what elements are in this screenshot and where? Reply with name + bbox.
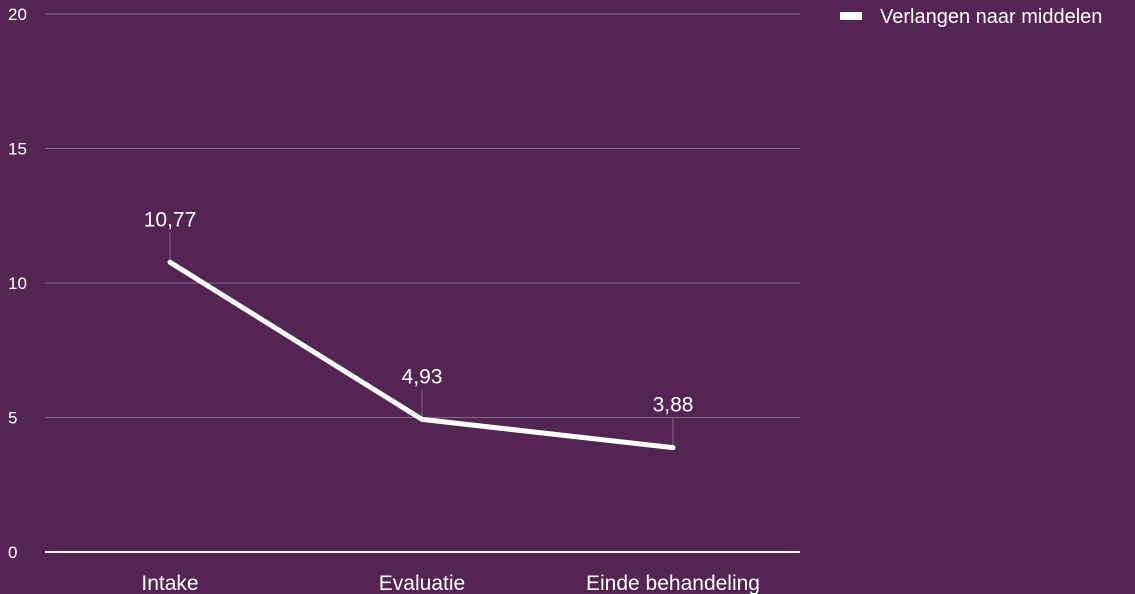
- y-tick-label: 0: [8, 543, 17, 562]
- data-label: 10,77: [144, 208, 197, 231]
- y-axis-ticks: 0 5 10 15 20: [8, 5, 27, 562]
- grid-lines: [45, 13, 800, 553]
- x-tick-label: Intake: [141, 572, 198, 594]
- series-line-segment: [168, 260, 424, 422]
- legend: Verlangen naar middelen: [840, 6, 1102, 28]
- legend-swatch: [840, 12, 862, 20]
- data-point: [670, 445, 676, 451]
- data-label: 3,88: [653, 394, 694, 417]
- x-tick-label: Evaluatie: [379, 572, 465, 594]
- data-point: [167, 259, 173, 265]
- series-line-segment: [421, 416, 674, 451]
- y-tick-label: 5: [8, 409, 17, 428]
- data-point: [419, 416, 425, 422]
- y-tick-label: 20: [8, 5, 27, 24]
- y-tick-label: 15: [8, 140, 27, 159]
- x-axis-ticks: Intake Evaluatie Einde behandeling: [141, 572, 760, 594]
- data-label: 4,93: [402, 365, 443, 388]
- series-lines: [167, 259, 676, 451]
- y-tick-label: 10: [8, 274, 27, 293]
- x-tick-label: Einde behandeling: [586, 572, 760, 594]
- data-label-leaders: [169, 232, 674, 446]
- data-labels: 10,77 4,93 3,88: [144, 208, 694, 416]
- legend-label: Verlangen naar middelen: [880, 6, 1102, 28]
